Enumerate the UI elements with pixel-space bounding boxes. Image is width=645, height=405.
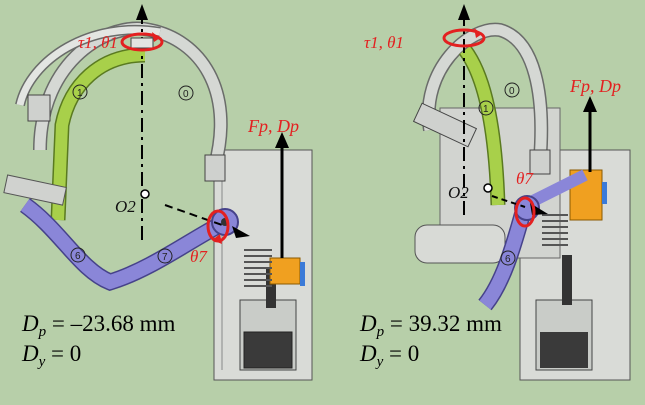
force-label: Fp, Dp <box>569 76 621 96</box>
axis-7-arrowhead-icon <box>232 226 250 238</box>
axis-7-line <box>491 195 526 208</box>
right-dy-readout: Dy = 0 <box>360 340 419 376</box>
dy-value: 0 <box>407 341 420 366</box>
dp-value: –23.68 mm <box>70 311 176 336</box>
dy-equals: = <box>51 341 65 366</box>
dp-subscript: p <box>38 324 47 340</box>
link-6-marker <box>500 250 516 266</box>
link-6-7-chain <box>20 199 229 290</box>
dy-equals: = <box>389 341 403 366</box>
dy-symbol: D <box>22 341 39 366</box>
right-dp-readout: Dp = 39.32 mm <box>360 310 502 346</box>
motor-body <box>243 331 293 369</box>
link-number-markers: 1 0 6 7 <box>70 84 194 264</box>
dp-symbol: D <box>22 311 39 336</box>
origin-o2-marker <box>483 183 493 193</box>
link-number-markers: 0 1 6 <box>478 82 520 266</box>
link-6-marker <box>70 247 86 263</box>
link-1-number: 1 <box>77 88 83 99</box>
joint-block-upper <box>27 94 51 122</box>
lead-screw <box>266 268 276 308</box>
link-0-number: 0 <box>509 86 515 97</box>
spring-blue-part <box>300 262 305 286</box>
spring <box>244 249 272 287</box>
link-6-number: 6 <box>505 254 511 265</box>
link-7-marker <box>157 248 173 264</box>
dp-equals: = <box>389 311 403 336</box>
joint-block-right <box>204 154 226 182</box>
force-label: Fp, Dp <box>247 116 299 136</box>
link-0-outer-arc <box>16 26 161 106</box>
right-mechanism-diagram: τ1, θ1 Fp, Dp O2 θ7 0 1 6 <box>364 4 631 381</box>
dp-equals: = <box>51 311 65 336</box>
link-1-marker <box>478 100 494 116</box>
dy-subscript: y <box>38 354 46 370</box>
side-bracket <box>3 174 67 206</box>
link-1-marker <box>72 84 88 100</box>
spring <box>542 214 568 246</box>
force-arrowhead-icon <box>275 132 289 148</box>
dy-subscript: y <box>376 354 384 370</box>
link-7-number: 7 <box>162 252 168 263</box>
joint-block-right <box>529 149 551 175</box>
cylinder <box>414 224 506 264</box>
axis-1-arrowhead-icon <box>458 4 470 20</box>
dp-subscript: p <box>376 324 385 340</box>
rotation-arrowhead-top-icon <box>152 32 160 42</box>
origin-label: O2 <box>448 183 469 202</box>
orange-bracket <box>269 257 301 285</box>
top-pivot <box>130 37 154 49</box>
origin-o2-marker <box>140 189 150 199</box>
rotation-arrowhead-joint7-icon <box>212 234 222 244</box>
link-1-number: 1 <box>483 104 489 115</box>
link-6-number: 6 <box>75 251 81 262</box>
rotation-arrowhead-top-icon <box>474 28 482 38</box>
link-0-marker <box>504 82 520 98</box>
axis-7-line <box>164 204 223 226</box>
dp-value: 39.32 mm <box>408 311 502 336</box>
joint-angle-label: θ7 <box>516 169 534 188</box>
link-1-outline <box>50 47 146 221</box>
left-panel: τ1, θ1 Fp, Dp O2 θ7 1 0 6 7 Dp = –23.68 … <box>0 0 320 405</box>
lead-screw <box>562 255 572 305</box>
link-1-arm <box>460 46 504 206</box>
motor-body <box>540 332 588 368</box>
joint-angle-label: θ7 <box>190 247 208 266</box>
left-dy-readout: Dy = 0 <box>22 340 81 376</box>
rotation-arrow-top-icon <box>120 32 164 52</box>
axis-1-arrowhead-icon <box>136 4 148 20</box>
right-panel: τ1, θ1 Fp, Dp O2 θ7 0 1 6 Dp = 39.32 mm … <box>320 0 645 405</box>
origin-label: O2 <box>115 197 136 216</box>
dp-symbol: D <box>360 311 377 336</box>
torque-label: τ1, θ1 <box>78 33 118 52</box>
spring-blue-part <box>602 182 607 204</box>
torque-label: τ1, θ1 <box>364 33 404 52</box>
left-dp-readout: Dp = –23.68 mm <box>22 310 175 346</box>
link-1-arm <box>52 49 146 221</box>
rotation-arrow-joint7-icon <box>514 196 536 228</box>
dy-symbol: D <box>360 341 377 366</box>
rotation-arrow-top-icon <box>442 28 486 48</box>
force-arrowhead-icon <box>583 96 597 112</box>
dy-value: 0 <box>69 341 82 366</box>
side-bracket <box>412 102 478 148</box>
link-0-number: 0 <box>183 89 189 100</box>
link-0-arc <box>423 24 547 161</box>
link-0-marker <box>178 85 194 101</box>
left-mechanism-diagram: τ1, θ1 Fp, Dp O2 θ7 1 0 6 7 <box>3 4 313 381</box>
